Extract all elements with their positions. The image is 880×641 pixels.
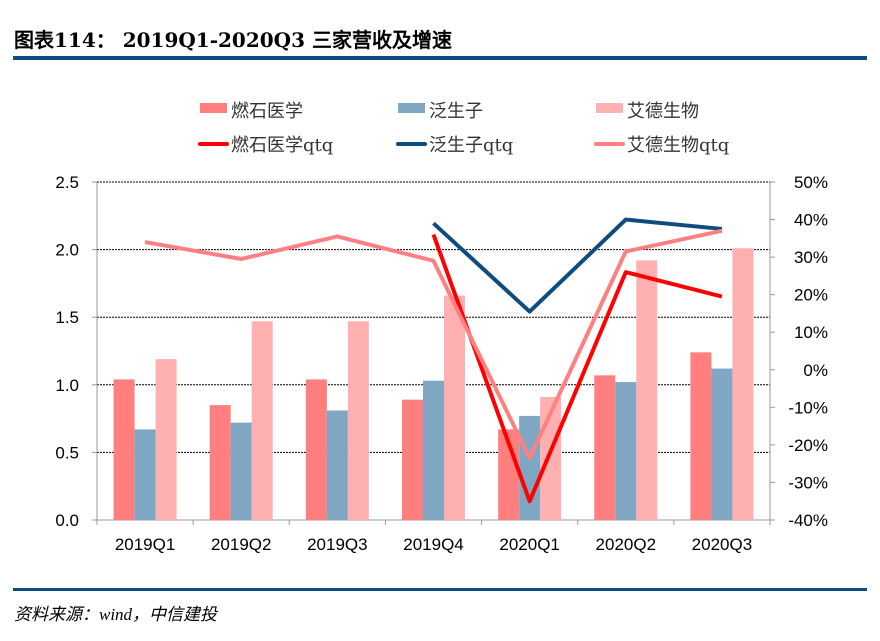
x-tick-label: 2019Q3 [307, 535, 368, 554]
bar-2-2020Q3 [732, 248, 754, 521]
bar-1-2019Q1 [134, 429, 156, 520]
legend-label: 泛生子qtq [429, 135, 513, 156]
legend-swatch [200, 103, 227, 113]
legend-swatch [398, 103, 425, 113]
bar-2-2019Q2 [251, 321, 273, 520]
x-tick-label: 2020Q3 [692, 535, 753, 554]
right-tick-label: 20% [794, 286, 828, 305]
legend-swatch [596, 103, 623, 113]
source-note: 资料来源：wind，中信建投 [14, 605, 218, 624]
bar-1-2019Q2 [230, 422, 252, 520]
right-tick-label: -30% [788, 473, 828, 492]
right-tick-label: -10% [788, 398, 828, 417]
bar-1-2020Q1 [519, 415, 541, 520]
bar-0-2019Q1 [113, 379, 135, 520]
right-tick-label: 30% [794, 248, 828, 267]
line-series-1 [432, 217, 723, 314]
legend-label: 泛生子 [429, 101, 483, 122]
bar-0-2019Q2 [209, 405, 231, 520]
bar-0-2019Q4 [402, 399, 423, 520]
legend-label: 艾德生物qtq [627, 135, 729, 156]
left-tick-label: 1.0 [55, 376, 79, 395]
bar-1-2019Q3 [326, 410, 348, 520]
left-tick-label: 0.5 [55, 443, 79, 462]
bar-0-2020Q2 [594, 375, 616, 520]
left-tick-label: 0.0 [55, 511, 79, 530]
bar-2-2019Q1 [155, 359, 177, 520]
bar-2-2020Q2 [636, 260, 658, 520]
legend-label: 燃石医学qtq [231, 135, 333, 156]
legend-label: 燃石医学 [231, 101, 303, 122]
legend-label: 艾德生物 [627, 101, 699, 122]
bar-1-2020Q2 [615, 382, 637, 520]
right-tick-label: 40% [794, 211, 828, 230]
right-tick-label: -40% [788, 511, 828, 530]
right-tick-label: 50% [794, 173, 828, 192]
x-tick-label: 2019Q1 [115, 535, 176, 554]
bar-1-2020Q3 [711, 368, 733, 520]
left-tick-label: 1.5 [55, 308, 79, 327]
x-tick-label: 2019Q4 [403, 535, 464, 554]
top-rule [13, 56, 867, 60]
right-tick-label: -20% [788, 436, 828, 455]
x-tick-label: 2020Q1 [499, 535, 560, 554]
bottom-rule [13, 588, 867, 591]
bar-2-2019Q4 [444, 295, 465, 520]
bar-0-2020Q3 [690, 352, 712, 520]
figure-title: 图表114： 2019Q1-2020Q3 三家营收及增速 [14, 28, 452, 52]
bar-0-2019Q3 [305, 379, 327, 520]
line-series-2 [144, 228, 723, 461]
line-series-0 [431, 233, 723, 504]
bar-1-2019Q4 [423, 380, 444, 520]
left-tick-label: 2.0 [55, 241, 79, 260]
bar-2-2019Q3 [347, 321, 369, 520]
right-tick-label: 0% [803, 361, 828, 380]
x-tick-label: 2020Q2 [596, 535, 657, 554]
right-tick-label: 10% [794, 323, 828, 342]
left-tick-label: 2.5 [55, 173, 79, 192]
x-tick-label: 2019Q2 [211, 535, 272, 554]
